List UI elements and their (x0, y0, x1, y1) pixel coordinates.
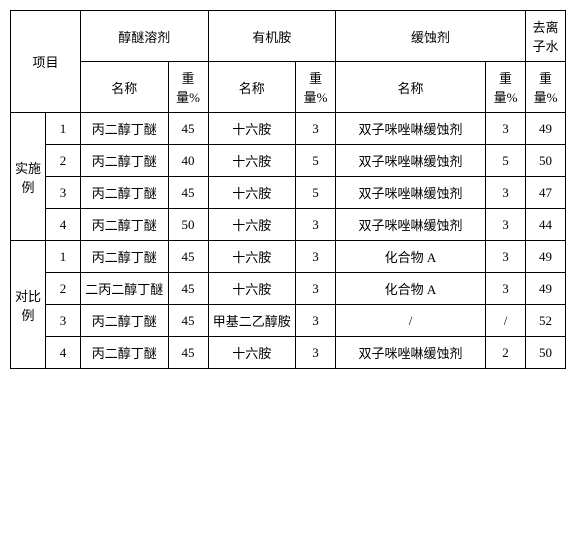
water-wt: 50 (526, 145, 566, 177)
amine-name: 甲基二乙醇胺 (208, 305, 296, 337)
solvent-wt: 40 (168, 145, 208, 177)
table-row: 3 丙二醇丁醚 45 甲基二乙醇胺 3 / / 52 (11, 305, 566, 337)
header-water: 去离子水 (526, 11, 566, 62)
inhibitor-name: 双子咪唑啉缓蚀剂 (336, 113, 486, 145)
water-wt: 49 (526, 241, 566, 273)
amine-name: 十六胺 (208, 113, 296, 145)
row-num: 3 (46, 305, 81, 337)
row-num: 1 (46, 241, 81, 273)
inhibitor-wt: 3 (486, 113, 526, 145)
solvent-wt: 45 (168, 177, 208, 209)
amine-wt: 3 (296, 241, 336, 273)
water-wt: 50 (526, 337, 566, 369)
header-wt-4: 重量% (526, 62, 566, 113)
amine-wt: 3 (296, 337, 336, 369)
header-row-1: 项目 醇醚溶剂 有机胺 缓蚀剂 去离子水 (11, 11, 566, 62)
solvent-name: 丙二醇丁醚 (81, 145, 169, 177)
row-num: 4 (46, 337, 81, 369)
inhibitor-wt: 3 (486, 273, 526, 305)
solvent-wt: 45 (168, 305, 208, 337)
inhibitor-wt: 3 (486, 177, 526, 209)
row-num: 4 (46, 209, 81, 241)
inhibitor-wt: / (486, 305, 526, 337)
amine-name: 十六胺 (208, 145, 296, 177)
solvent-wt: 45 (168, 113, 208, 145)
inhibitor-wt: 3 (486, 209, 526, 241)
solvent-name: 丙二醇丁醚 (81, 209, 169, 241)
table-row: 对比例 1 丙二醇丁醚 45 十六胺 3 化合物 A 3 49 (11, 241, 566, 273)
solvent-name: 丙二醇丁醚 (81, 113, 169, 145)
header-wt-1: 重量% (168, 62, 208, 113)
table-row: 2 丙二醇丁醚 40 十六胺 5 双子咪唑啉缓蚀剂 5 50 (11, 145, 566, 177)
amine-wt: 3 (296, 273, 336, 305)
amine-wt: 3 (296, 305, 336, 337)
water-wt: 49 (526, 113, 566, 145)
amine-wt: 5 (296, 145, 336, 177)
table-row: 4 丙二醇丁醚 45 十六胺 3 双子咪唑啉缓蚀剂 2 50 (11, 337, 566, 369)
amine-wt: 3 (296, 113, 336, 145)
water-wt: 47 (526, 177, 566, 209)
inhibitor-wt: 2 (486, 337, 526, 369)
inhibitor-wt: 5 (486, 145, 526, 177)
amine-wt: 5 (296, 177, 336, 209)
amine-name: 十六胺 (208, 241, 296, 273)
solvent-wt: 45 (168, 273, 208, 305)
solvent-wt: 45 (168, 241, 208, 273)
amine-name: 十六胺 (208, 209, 296, 241)
header-project: 项目 (11, 11, 81, 113)
inhibitor-name: / (336, 305, 486, 337)
row-num: 3 (46, 177, 81, 209)
water-wt: 52 (526, 305, 566, 337)
header-row-2: 名称 重量% 名称 重量% 名称 重量% 重量% (11, 62, 566, 113)
inhibitor-name: 双子咪唑啉缓蚀剂 (336, 145, 486, 177)
water-wt: 44 (526, 209, 566, 241)
header-name-1: 名称 (81, 62, 169, 113)
header-name-3: 名称 (336, 62, 486, 113)
inhibitor-name: 化合物 A (336, 241, 486, 273)
header-solvent: 醇醚溶剂 (81, 11, 209, 62)
solvent-name: 二丙二醇丁醚 (81, 273, 169, 305)
header-name-2: 名称 (208, 62, 296, 113)
solvent-name: 丙二醇丁醚 (81, 337, 169, 369)
amine-name: 十六胺 (208, 273, 296, 305)
table-row: 2 二丙二醇丁醚 45 十六胺 3 化合物 A 3 49 (11, 273, 566, 305)
inhibitor-name: 双子咪唑啉缓蚀剂 (336, 337, 486, 369)
table-row: 4 丙二醇丁醚 50 十六胺 3 双子咪唑啉缓蚀剂 3 44 (11, 209, 566, 241)
composition-table: 项目 醇醚溶剂 有机胺 缓蚀剂 去离子水 名称 重量% 名称 重量% 名称 重量… (10, 10, 566, 369)
solvent-wt: 45 (168, 337, 208, 369)
header-wt-2: 重量% (296, 62, 336, 113)
inhibitor-name: 双子咪唑啉缓蚀剂 (336, 177, 486, 209)
header-wt-3: 重量% (486, 62, 526, 113)
group-label: 实施例 (11, 113, 46, 241)
inhibitor-name: 化合物 A (336, 273, 486, 305)
table-row: 实施例 1 丙二醇丁醚 45 十六胺 3 双子咪唑啉缓蚀剂 3 49 (11, 113, 566, 145)
solvent-wt: 50 (168, 209, 208, 241)
solvent-name: 丙二醇丁醚 (81, 177, 169, 209)
inhibitor-name: 双子咪唑啉缓蚀剂 (336, 209, 486, 241)
header-inhibitor: 缓蚀剂 (336, 11, 526, 62)
amine-name: 十六胺 (208, 337, 296, 369)
header-amine: 有机胺 (208, 11, 336, 62)
row-num: 2 (46, 145, 81, 177)
amine-wt: 3 (296, 209, 336, 241)
inhibitor-wt: 3 (486, 241, 526, 273)
solvent-name: 丙二醇丁醚 (81, 241, 169, 273)
solvent-name: 丙二醇丁醚 (81, 305, 169, 337)
row-num: 1 (46, 113, 81, 145)
table-row: 3 丙二醇丁醚 45 十六胺 5 双子咪唑啉缓蚀剂 3 47 (11, 177, 566, 209)
amine-name: 十六胺 (208, 177, 296, 209)
row-num: 2 (46, 273, 81, 305)
water-wt: 49 (526, 273, 566, 305)
group-label: 对比例 (11, 241, 46, 369)
